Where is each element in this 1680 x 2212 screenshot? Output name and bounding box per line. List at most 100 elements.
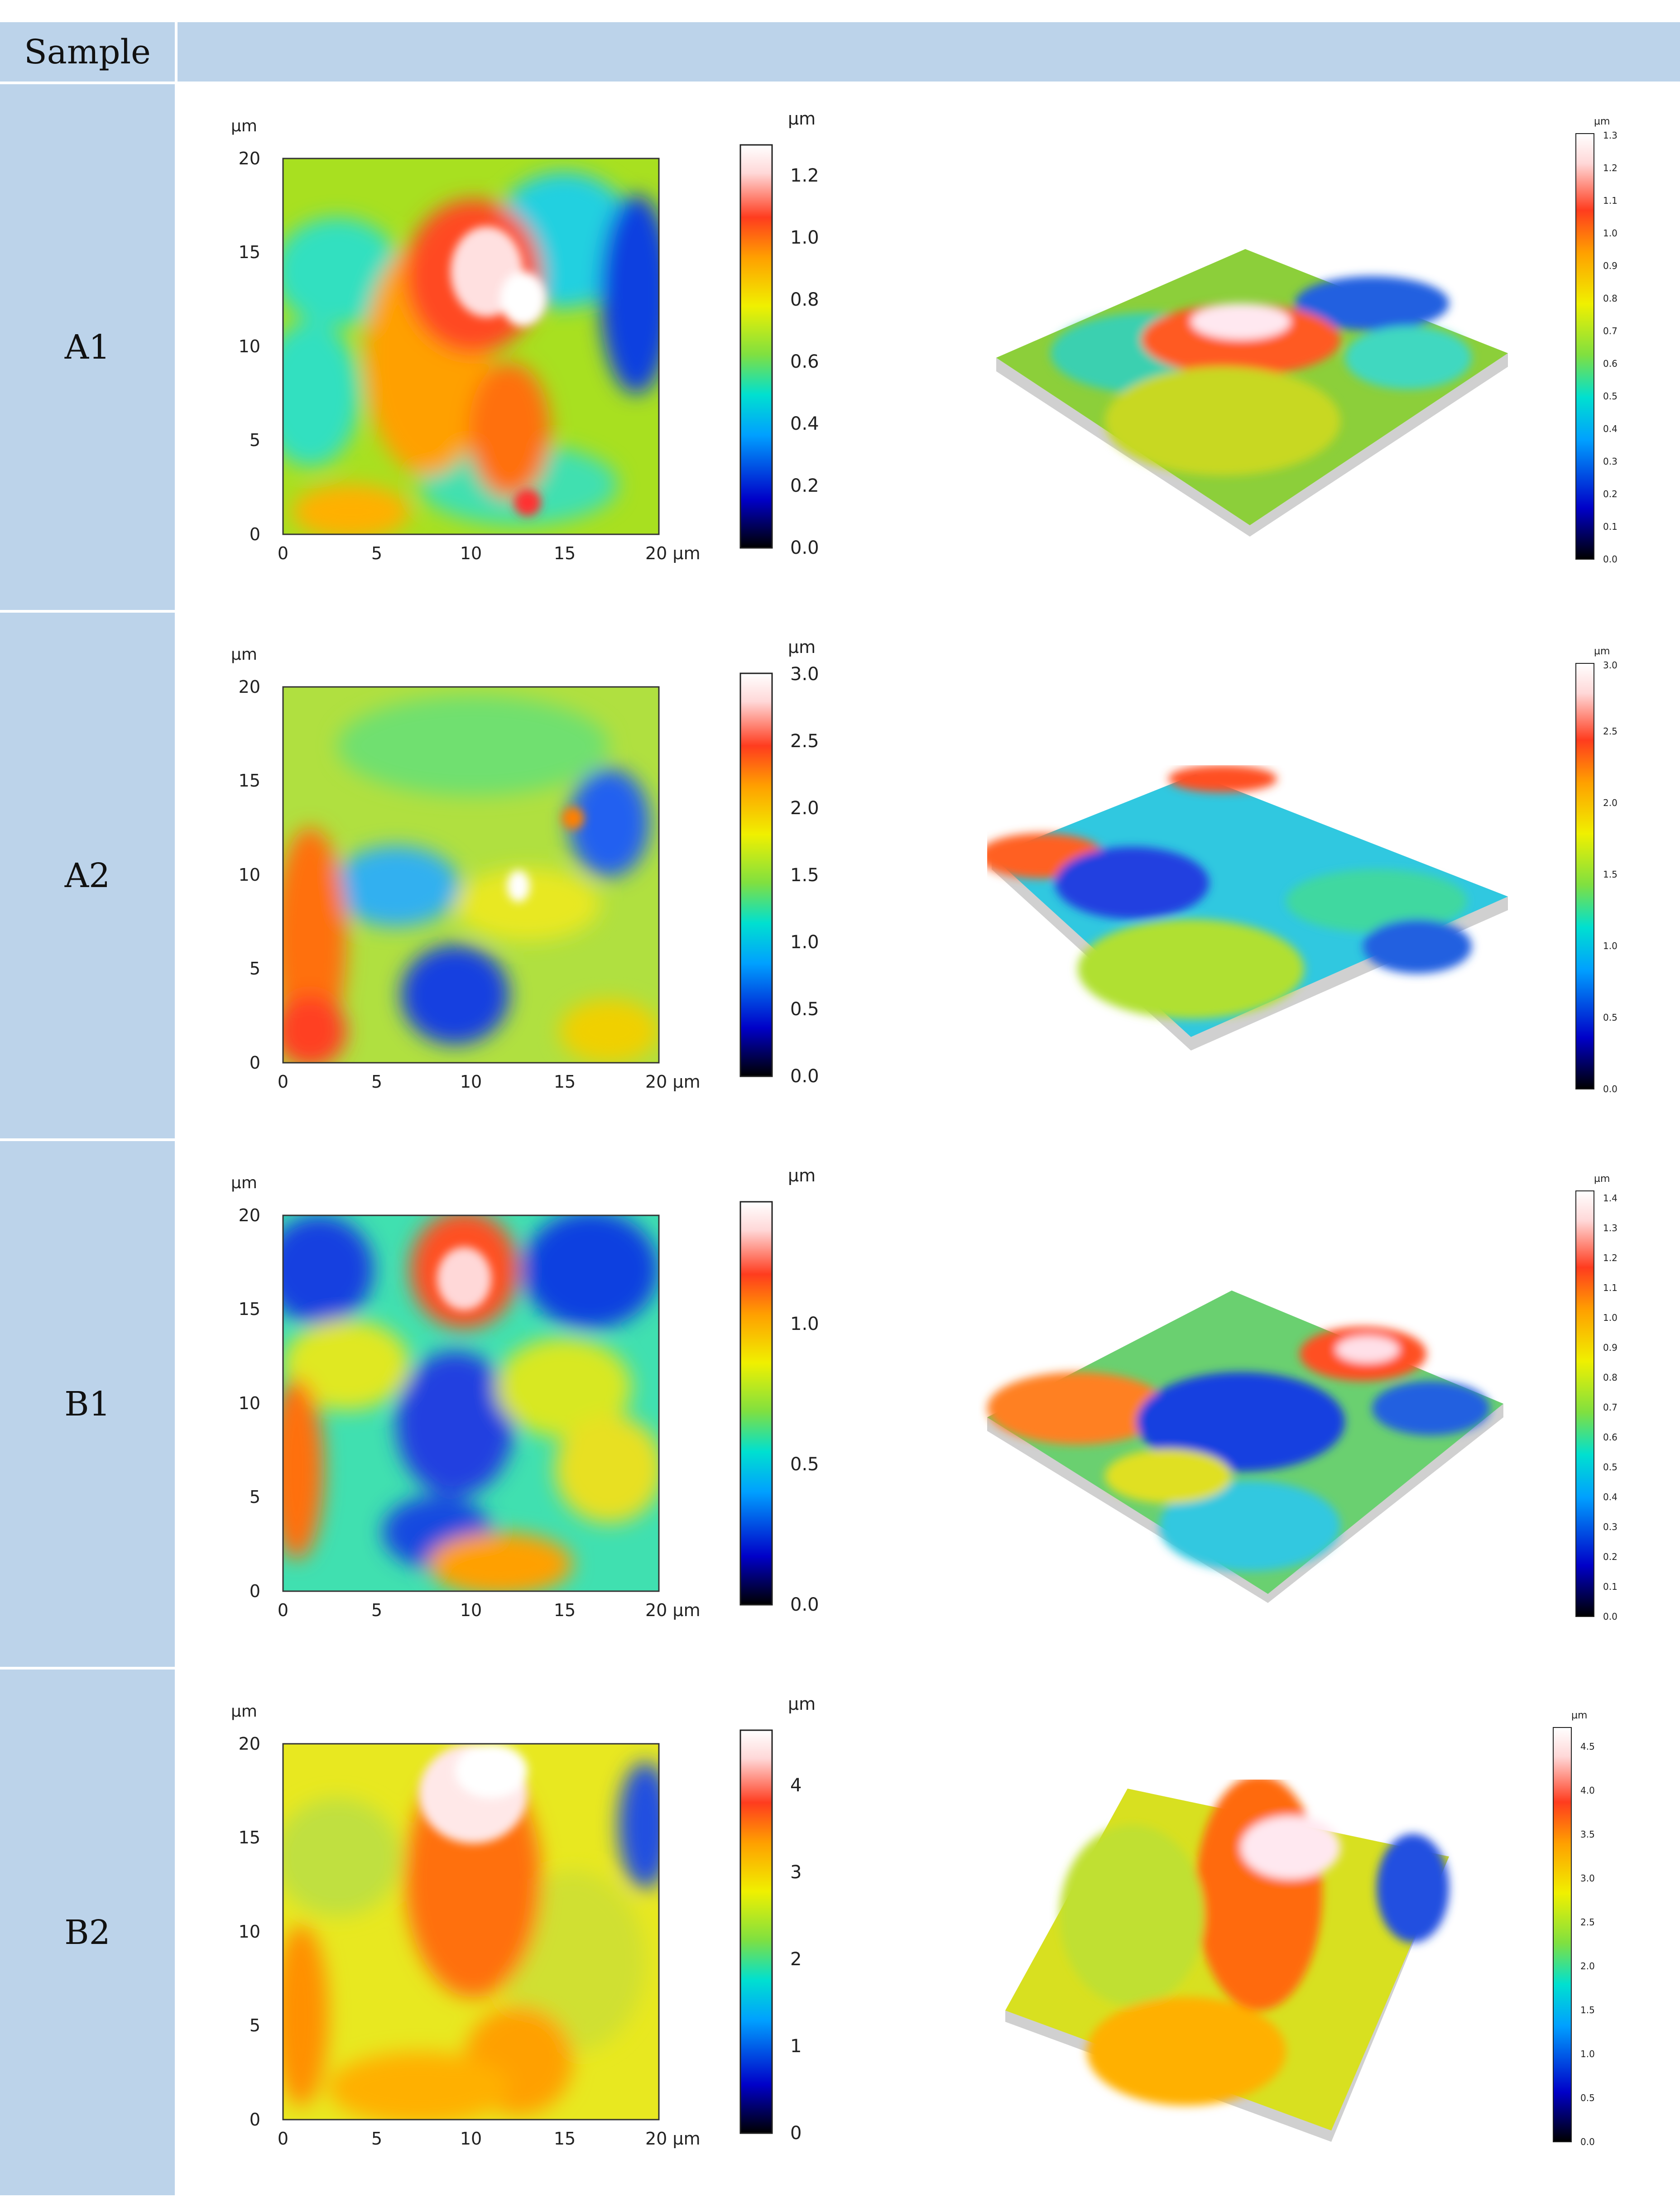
- colorbar-3d-a2: µm 0.0 0.5 1.0 1.5 2.0 2.5 3.0: [1575, 646, 1618, 1094]
- colorbar-unit: µm: [1594, 1173, 1610, 1185]
- y-tick-label: 15: [239, 242, 260, 262]
- colorbar-tick: 0.1: [1603, 1581, 1618, 1592]
- header-sample-label: Sample: [24, 32, 151, 72]
- row-cell-b1: [0, 1141, 175, 1667]
- y-tick-label: 0: [250, 1581, 260, 1601]
- colorbar-unit: µm: [1571, 1710, 1587, 1721]
- colorbar-tick: 1.0: [1603, 940, 1618, 951]
- y-tick-label: 0: [250, 1053, 260, 1073]
- colorbar-tick: 0.3: [1603, 456, 1618, 467]
- y-tick-label: 10: [239, 865, 260, 885]
- x-tick-label: 20 µm: [645, 1072, 701, 1092]
- colorbar-tick: 3.5: [1580, 1829, 1595, 1840]
- colorbar-tick: 1: [790, 2036, 802, 2057]
- colorbar-tick: 0.2: [1603, 1551, 1618, 1562]
- colorbar-tick: 0.8: [1603, 293, 1618, 304]
- heatmap-2d-a1: µm 0 5 10 15: [231, 117, 701, 563]
- row-label-a1: A1: [64, 327, 110, 367]
- row-cell-b2: [0, 1670, 175, 2195]
- colorbar-tick: 0.8: [1603, 1372, 1618, 1383]
- colorbar-tick: 1.2: [1603, 163, 1618, 173]
- colorbar-tick: 3.0: [1580, 1873, 1595, 1884]
- y-tick-label: 0: [250, 2110, 260, 2130]
- x-tick-label: 0: [278, 543, 288, 563]
- colorbar-tick: 0.0: [790, 1594, 819, 1615]
- colorbar-tick: 0.6: [790, 351, 819, 372]
- row-label-b1: B1: [64, 1384, 110, 1424]
- colorbar-tick: 1.5: [790, 865, 819, 886]
- x-tick-label: 20 µm: [645, 2129, 701, 2149]
- x-tick-label: 5: [371, 1072, 382, 1092]
- colorbar-tick: 2.5: [1603, 726, 1618, 737]
- y-tick-label: 15: [239, 1299, 260, 1319]
- colorbar-unit: µm: [1594, 646, 1610, 657]
- colorbar-tick: 0.4: [790, 413, 819, 434]
- colorbar-3d-b2: µm 0.0 0.5 1.0 1.5 2.0 2.5 3.0 3.5 4.0 4…: [1553, 1710, 1595, 2147]
- colorbar-tick: 0.0: [1603, 1084, 1618, 1094]
- colorbar-tick: 1.5: [1603, 869, 1618, 880]
- y-axis: 0 5 10 15 20: [239, 1734, 260, 2130]
- y-axis-unit: µm: [231, 117, 257, 135]
- x-tick-label: 15: [554, 1072, 576, 1092]
- row-cell-a1: [0, 84, 175, 610]
- x-tick-label: 5: [371, 2129, 382, 2149]
- colorbar-tick: 2.0: [790, 798, 819, 819]
- colorbar-tick: 0.8: [790, 289, 819, 310]
- colorbar-ticks: 0.0 0.1 0.2 0.3 0.4 0.5 0.6 0.7 0.8 0.9 …: [1603, 1193, 1618, 1622]
- colorbar-tick: 0.0: [1603, 1611, 1618, 1622]
- colorbar-ticks: 0.0 0.1 0.2 0.3 0.4 0.5 0.6 0.7 0.8 0.9 …: [1603, 130, 1618, 565]
- colorbar-tick: 1.0: [790, 1314, 819, 1334]
- colorbar-tick: 0.4: [1603, 1492, 1618, 1502]
- colorbar-unit: µm: [788, 1166, 816, 1185]
- surface-3d-a2: [987, 765, 1508, 1051]
- colorbar-unit: µm: [788, 1694, 816, 1714]
- colorbar-tick: 0.1: [1603, 521, 1618, 532]
- colorbar-tick: 0.5: [790, 1454, 819, 1475]
- colorbar-tick: 4.5: [1580, 1741, 1595, 1752]
- colorbar-3d-a1: µm 0.0 0.1 0.2 0.3 0.4 0.5 0.6 0.7 0.8 0…: [1575, 116, 1618, 565]
- colorbar-tick: 0.5: [790, 999, 819, 1020]
- y-tick-label: 10: [239, 1393, 260, 1413]
- colorbar-tick: 0: [790, 2123, 802, 2144]
- colorbar-tick: 1.1: [1603, 195, 1618, 206]
- colorbar-tick: 2: [790, 1949, 802, 1970]
- colorbar-tick: 1.3: [1603, 1223, 1618, 1233]
- colorbar-tick: 1.3: [1603, 130, 1618, 141]
- colorbar-tick: 3: [790, 1862, 802, 1883]
- colorbar-tick: 4.0: [1580, 1785, 1595, 1796]
- colorbar-2d-a1: µm 0.0 0.2 0.4 0.6 0.8 1.0 1.2: [739, 109, 819, 558]
- colorbar-tick: 1.0: [790, 227, 819, 248]
- colorbar-tick: 0.3: [1603, 1521, 1618, 1532]
- row-label-b2: B2: [64, 1913, 110, 1952]
- colorbar-tick: 0.5: [1603, 1012, 1618, 1023]
- colorbar-tick: 2.0: [1580, 1961, 1595, 1972]
- y-tick-label: 10: [239, 336, 260, 356]
- colorbar-ticks: 0.0 0.5 1.0 1.5 2.0 2.5 3.0: [1603, 660, 1618, 1094]
- colorbar-tick: 1.2: [790, 165, 819, 186]
- colorbar-3d-b1: µm 0.0 0.1 0.2 0.3 0.4 0.5 0.6 0.7 0.8 0…: [1575, 1173, 1618, 1622]
- x-tick-label: 5: [371, 1600, 382, 1620]
- colorbar-tick: 1.5: [1580, 2005, 1595, 2015]
- colorbar-2d-b1: µm 0.0 0.5 1.0: [739, 1166, 819, 1615]
- y-tick-label: 0: [250, 524, 260, 544]
- colorbar-tick: 3.0: [790, 664, 819, 685]
- surface-3d-b2: [1005, 1780, 1449, 2142]
- colorbar-tick: 3.0: [1603, 660, 1618, 671]
- colorbar-tick: 2.5: [1580, 1917, 1595, 1928]
- colorbar-tick: 0.5: [1580, 2092, 1595, 2103]
- x-tick-label: 15: [554, 1600, 576, 1620]
- colorbar-tick: 2.5: [790, 731, 819, 752]
- y-tick-label: 15: [239, 771, 260, 791]
- header-cell-right: [178, 22, 1680, 82]
- colorbar-tick: 0.4: [1603, 423, 1618, 434]
- x-tick-label: 0: [278, 1072, 288, 1092]
- y-axis: 0 5 10 15 20: [239, 677, 260, 1073]
- colorbar-tick: 0.0: [790, 537, 819, 558]
- x-tick-label: 10: [460, 2129, 482, 2149]
- colorbar-2d-b2: µm 0 1 2 3 4: [739, 1694, 816, 2144]
- colorbar-tick: 0.0: [1603, 554, 1618, 565]
- x-tick-label: 10: [460, 1072, 482, 1092]
- y-tick-label: 20: [239, 1205, 260, 1225]
- heatmap-2d-a2: µm 0 5 10 15 20 µm 0: [231, 645, 701, 1092]
- y-axis-unit: µm: [231, 1174, 257, 1192]
